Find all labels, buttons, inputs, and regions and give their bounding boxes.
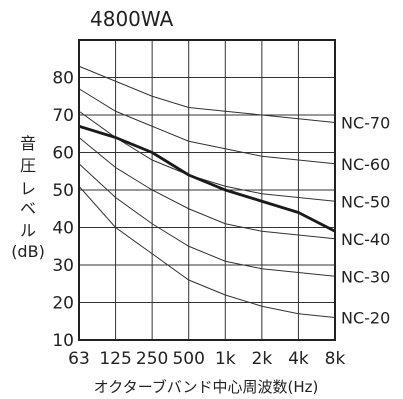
chart-title: 4800WA — [90, 7, 174, 31]
y-label-char: ル — [20, 221, 36, 240]
x-tick-label: 1k — [215, 349, 236, 369]
y-label-char: (dB) — [11, 242, 45, 261]
x-tick-label: 8k — [325, 349, 346, 369]
y-label-char: ベ — [20, 199, 36, 218]
x-tick-label: 2k — [252, 349, 273, 369]
x-tick-label: 63 — [68, 349, 90, 369]
grid — [79, 39, 335, 340]
nc-curve-nc-20 — [78, 185, 336, 318]
y-label-char: レ — [20, 179, 36, 198]
y-tick-labels: 10 20 30 40 50 60 70 80 — [52, 69, 74, 352]
y-tick-label: 30 — [52, 256, 74, 276]
nc-label: NC-30 — [341, 267, 390, 286]
measured-series — [78, 124, 336, 233]
y-tick-label: 70 — [52, 106, 74, 126]
nc-curve-labels: NC-70 NC-60 NC-50 NC-40 NC-30 NC-20 — [341, 114, 390, 328]
x-tick-label: 500 — [172, 349, 204, 369]
y-label-char: 圧 — [20, 156, 36, 175]
nc-curve-nc-70 — [78, 65, 336, 123]
nc-curve-nc-60 — [78, 88, 336, 165]
nc-label: NC-20 — [341, 309, 390, 328]
y-tick-label: 40 — [52, 219, 74, 239]
nc-label: NC-50 — [341, 192, 390, 211]
nc-curve-nc-30 — [78, 163, 336, 277]
y-label-char: 音 — [20, 134, 36, 153]
y-tick-label: 50 — [52, 181, 74, 201]
nc-curve-nc-50 — [78, 110, 336, 202]
nc-label: NC-40 — [341, 230, 390, 249]
x-tick-label: 4k — [288, 349, 309, 369]
y-tick-label: 20 — [52, 294, 74, 314]
plot-frame — [78, 39, 336, 341]
plot-border — [78, 39, 336, 341]
nc-curve-nc-40 — [78, 137, 336, 240]
nc-curves — [78, 65, 336, 318]
x-tick-labels: 63 125 250 500 1k 2k 4k 8k — [68, 349, 345, 369]
y-tick-label: 60 — [52, 144, 74, 164]
x-tick-label: 125 — [99, 349, 131, 369]
nc-label: NC-60 — [341, 155, 390, 174]
x-tick-label: 250 — [136, 349, 168, 369]
y-tick-label: 10 — [52, 331, 74, 351]
measured-line — [78, 124, 336, 233]
y-tick-label: 80 — [52, 69, 74, 89]
nc-label: NC-70 — [341, 114, 390, 133]
x-axis-label: オクターブバンド中心周波数(Hz) — [94, 378, 319, 396]
